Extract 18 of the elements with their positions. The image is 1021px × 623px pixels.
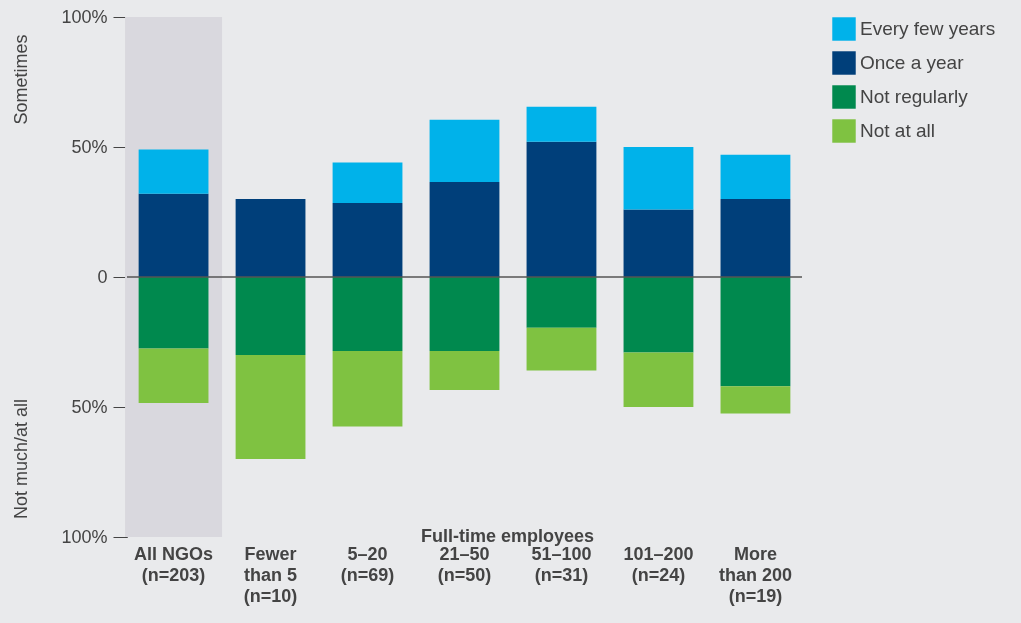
legend-label: Once a year bbox=[860, 52, 965, 73]
y-tick-label: 100% bbox=[61, 6, 108, 27]
x-tick-label: 21–50 (n=50) bbox=[437, 543, 492, 585]
x-tick-label: Fewer than 5 (n=10) bbox=[243, 543, 298, 606]
text: Not much/at all bbox=[11, 398, 31, 520]
x-tick-label: All NGOs (n=203) bbox=[134, 543, 214, 585]
y-tick-label: 0 bbox=[97, 266, 108, 287]
y-tick-label: 50% bbox=[71, 136, 108, 157]
text: Sometimes bbox=[11, 34, 31, 125]
x-tick-label: 5–20 (n=69) bbox=[340, 543, 395, 585]
legend-label: Not regularly bbox=[860, 86, 969, 107]
legend-label: Every few years bbox=[860, 18, 996, 39]
x-axis-title: Full-time employees bbox=[420, 525, 595, 546]
y-tick-label: 50% bbox=[71, 396, 108, 417]
y-tick-label: 100% bbox=[61, 526, 108, 547]
x-tick-label: 101–200 (n=24) bbox=[623, 543, 694, 585]
legend-label: Not at all bbox=[860, 120, 935, 141]
x-tick-label: More than 200 (n=19) bbox=[718, 543, 792, 606]
